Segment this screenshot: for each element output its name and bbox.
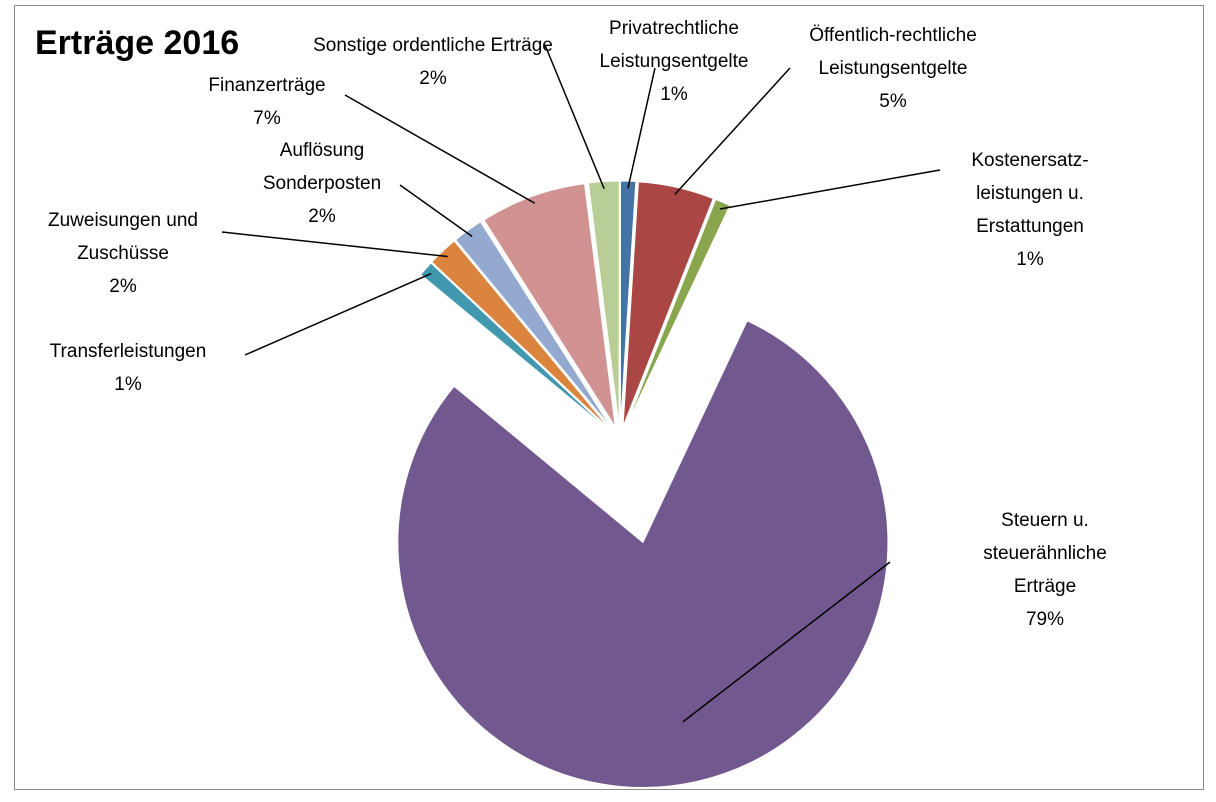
category-label: Steuern u. steuerähnliche Erträge (983, 510, 1107, 597)
leader-line (244, 272, 432, 356)
data-label: Privatrechtliche Leistungsentgelte 1% (574, 12, 774, 111)
category-label: Auflösung Sonderposten (262, 140, 382, 194)
pie-slice (619, 180, 637, 427)
pie-slice (625, 198, 731, 428)
leader-line (544, 44, 605, 190)
pie-slice (454, 221, 613, 429)
category-label: Finanzerträge (208, 75, 326, 96)
data-label: Auflösung Sonderposten 2% (242, 134, 402, 233)
pie-slice (431, 240, 611, 431)
leader-line (221, 231, 448, 258)
data-label: Öffentlich-rechtliche Leistungsentgelte 5… (768, 19, 1018, 118)
data-label: Sonstige ordentliche Erträge 2% (313, 29, 553, 95)
data-label: Transferleistungen 1% (18, 335, 238, 401)
value-label: 2% (308, 206, 336, 227)
pie-slice (397, 320, 889, 788)
leader-line (719, 169, 941, 210)
chart-title: Erträge 2016 (35, 24, 240, 62)
pie-slice (622, 181, 714, 427)
leader-line (682, 561, 891, 723)
value-label: 7% (253, 108, 281, 129)
category-label: Sonstige ordentliche Erträge (313, 35, 553, 56)
category-label: Zuweisungen und Zuschüsse (48, 210, 198, 264)
value-label: 5% (879, 91, 907, 112)
leader-line (627, 67, 656, 189)
pie-slice (420, 262, 610, 432)
leader-line (674, 67, 791, 195)
category-label: Transferleistungen (49, 341, 207, 362)
data-label: Steuern u. steuerähnliche Erträge 79% (955, 504, 1135, 636)
value-label: 1% (660, 84, 688, 105)
value-label: 2% (109, 276, 137, 297)
leader-line (399, 184, 473, 238)
category-label: Kostenersatz-leistungen u. Erstattungen (971, 150, 1089, 237)
pie-slice (483, 183, 616, 428)
value-label: 1% (1016, 249, 1044, 270)
category-label: Öffentlich-rechtliche Leistungsentgelte (809, 25, 977, 79)
leader-line (344, 94, 536, 204)
value-label: 79% (1025, 609, 1065, 630)
category-label: Privatrechtliche Leistungsentgelte (599, 18, 749, 72)
value-label: 2% (419, 68, 447, 89)
pie-slice (587, 180, 620, 427)
data-label: Zuweisungen und Zuschüsse 2% (8, 204, 238, 303)
data-label: Kostenersatz-leistungen u. Erstattungen 1… (950, 144, 1110, 276)
data-label: Finanzerträge 7% (182, 69, 352, 135)
value-label: 1% (114, 374, 142, 395)
